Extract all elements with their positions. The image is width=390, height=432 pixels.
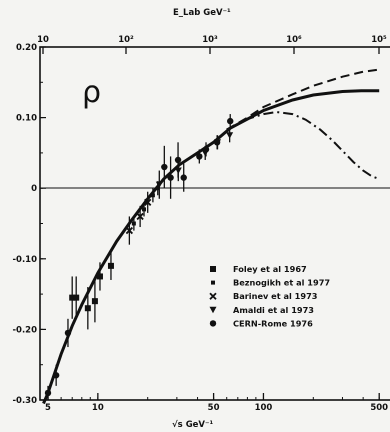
data-point	[44, 385, 52, 400]
data-point	[73, 276, 80, 319]
legend-label: Barinev et al 1973	[233, 291, 318, 301]
data-point	[167, 156, 174, 199]
x-tick-label: 5	[45, 403, 51, 413]
legend-entry: CERN-Rome 1976	[209, 318, 313, 328]
marker-circle	[44, 389, 52, 397]
data-point	[84, 287, 91, 330]
data-point	[52, 364, 60, 386]
marker-cross	[144, 198, 152, 206]
legend-entry: Amaldi et al 1973	[209, 305, 314, 315]
marker-circle	[227, 117, 234, 125]
data-point	[136, 205, 144, 228]
x-tick-label: 10	[92, 403, 104, 413]
top-axis-title: E_Lab GeV⁻¹	[173, 8, 231, 18]
curve-dash-dot	[226, 110, 380, 180]
data-point	[131, 216, 136, 231]
legend: Foley et al 1967 Beznogikh et al 1977 Bari…	[209, 264, 330, 328]
marker-small-square	[142, 207, 147, 212]
top-tick-label: 10²	[118, 35, 134, 45]
marker-small-square	[155, 186, 160, 191]
marker-square	[73, 294, 80, 301]
data-point	[142, 202, 147, 217]
data-point	[202, 142, 210, 157]
model-curves	[42, 68, 380, 405]
top-axis-label: E_Lab GeV⁻¹	[173, 8, 231, 18]
data-point	[91, 279, 98, 323]
data-point	[96, 262, 103, 291]
x-tick-label: 500	[370, 403, 388, 413]
data-point	[64, 318, 72, 348]
marker-triangle	[209, 306, 217, 314]
data-point	[69, 276, 76, 319]
marker-circle	[180, 174, 187, 181]
marker-circle	[209, 320, 217, 327]
top-tick-label: 10⁶	[286, 35, 302, 45]
marker-square	[69, 294, 76, 301]
legend-entry: Barinev et al 1973	[209, 291, 318, 301]
top-tick-label: 10⁵	[371, 35, 387, 45]
marker-triangle	[226, 132, 234, 139]
marker-circle	[174, 156, 182, 164]
data-point	[144, 191, 152, 213]
y-tick-label: -0.10	[13, 255, 38, 265]
marker-cross	[209, 292, 217, 300]
data-point	[180, 163, 187, 192]
curve-dashed	[226, 68, 380, 131]
data-point	[174, 142, 182, 178]
top-tick-label: 10	[37, 35, 49, 45]
panel-label: ρ	[82, 75, 101, 110]
legend-entry: Foley et al 1967	[210, 264, 307, 274]
marker-cross	[125, 226, 134, 235]
data-point	[150, 188, 155, 203]
legend-label: Amaldi et al 1973	[233, 305, 314, 315]
marker-square	[96, 273, 103, 280]
y-tick-label: 0	[31, 184, 37, 194]
curve-solid-thick	[42, 89, 380, 405]
y-tick-label: 0.10	[16, 114, 37, 124]
bottom-axis-label: √s GeV⁻¹	[172, 420, 213, 430]
legend-label: Foley et al 1967	[233, 264, 307, 274]
marker-square	[84, 305, 91, 312]
marker-circle	[52, 372, 60, 379]
y-tick-label: 0.20	[16, 43, 37, 53]
legend-label: CERN-Rome 1976	[233, 318, 313, 328]
y-tick-label: -0.20	[13, 325, 38, 335]
data-point	[196, 149, 203, 164]
top-tick-label: 10³	[202, 35, 218, 45]
marker-square	[91, 298, 98, 305]
legend-label: Beznogikh et al 1977	[233, 278, 330, 288]
legend-entry: Beznogikh et al 1977	[211, 278, 330, 288]
marker-circle	[196, 153, 203, 160]
data-point	[125, 216, 134, 245]
marker-cross	[136, 212, 144, 221]
marker-small-square	[211, 280, 215, 285]
marker-circle	[161, 163, 168, 171]
x-tick-label: 100	[255, 403, 273, 413]
marker-circle	[64, 329, 72, 337]
marker-square	[210, 266, 216, 272]
marker-circle	[167, 174, 174, 181]
marker-small-square	[131, 221, 136, 226]
marker-square	[107, 262, 114, 269]
y-tick-label: -0.30	[13, 396, 38, 406]
data-point	[155, 170, 163, 199]
axis-ticks: 0.20 0.10 0 -0.10 -0.20 -0.30 5 10 50 100 500 10 10²…	[13, 35, 389, 413]
data-point	[213, 135, 221, 150]
data-point	[161, 145, 168, 189]
data-points	[44, 114, 234, 400]
marker-small-square	[150, 193, 155, 198]
marker-circle	[202, 146, 210, 153]
data-point	[227, 114, 234, 129]
data-point	[107, 251, 114, 280]
x-tick-label: 50	[208, 403, 220, 413]
data-point	[226, 128, 234, 143]
marker-circle	[213, 139, 221, 146]
marker-triangle	[155, 181, 163, 189]
